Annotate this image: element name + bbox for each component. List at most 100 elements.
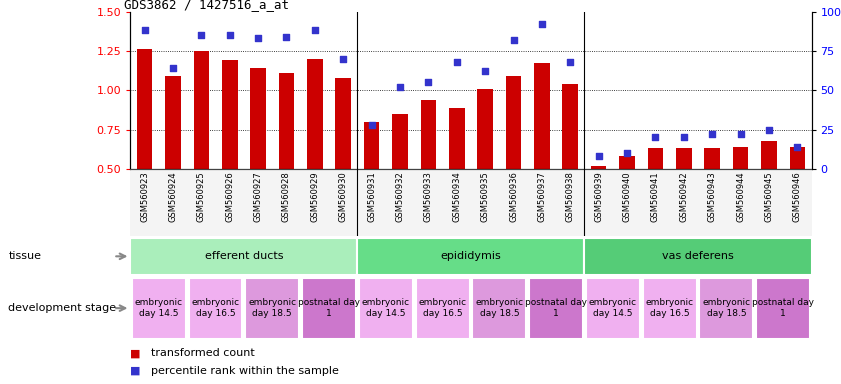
Text: GSM560926: GSM560926 [225,171,234,222]
Bar [591,166,606,169]
Point [648,134,662,141]
Bar [329,169,357,236]
Text: embryonic
day 16.5: embryonic day 16.5 [646,298,694,318]
Text: GSM560945: GSM560945 [764,171,774,222]
Point [194,32,208,38]
Text: GSM560944: GSM560944 [736,171,745,222]
Text: GSM560943: GSM560943 [708,171,717,222]
Text: GSM560925: GSM560925 [197,171,206,222]
Text: embryonic
day 14.5: embryonic day 14.5 [135,298,182,318]
Point [280,34,294,40]
Text: ■: ■ [130,348,140,358]
Point [734,131,748,137]
Point [336,56,350,62]
Bar [244,169,272,236]
Bar [534,63,550,169]
Text: GSM560930: GSM560930 [339,171,347,222]
Bar [187,169,215,236]
Bar [756,278,810,339]
Bar [676,149,691,169]
Bar [420,100,436,169]
Text: GSM560939: GSM560939 [595,171,603,222]
Text: GSM560923: GSM560923 [140,171,149,222]
Text: vas deferens: vas deferens [662,251,734,262]
Point [251,35,265,41]
Bar [251,68,266,169]
Bar [473,278,526,339]
Text: percentile rank within the sample: percentile rank within the sample [151,366,339,376]
Text: GSM560935: GSM560935 [481,171,489,222]
Bar [159,169,187,236]
Text: GSM560936: GSM560936 [509,171,518,222]
Point [421,79,435,86]
Text: GSM560934: GSM560934 [452,171,461,222]
Bar [449,108,464,169]
Text: transformed count: transformed count [151,348,255,358]
Text: embryonic
day 18.5: embryonic day 18.5 [702,298,750,318]
Bar [442,169,471,236]
Bar [754,169,783,236]
Text: tissue: tissue [8,251,41,262]
Bar [505,76,521,169]
Bar [188,278,242,339]
Text: GSM560933: GSM560933 [424,171,433,222]
Point [621,150,634,156]
Bar [130,169,159,236]
Bar [165,76,181,169]
Bar [500,169,528,236]
Bar [613,169,641,236]
Bar [415,278,469,339]
Text: GSM560938: GSM560938 [566,171,574,222]
Point [450,59,463,65]
Point [394,84,407,90]
Point [479,68,492,74]
Text: GSM560941: GSM560941 [651,171,660,222]
Text: GSM560927: GSM560927 [254,171,262,222]
Text: embryonic
day 18.5: embryonic day 18.5 [248,298,296,318]
Bar [336,78,351,169]
Bar [307,59,323,169]
Bar [392,114,408,169]
Bar [193,51,209,169]
Point [223,32,236,38]
Bar [528,169,556,236]
Text: GSM560928: GSM560928 [282,171,291,222]
Text: ■: ■ [130,366,140,376]
Point [535,21,548,27]
Text: efferent ducts: efferent ducts [204,251,283,262]
Text: embryonic
day 18.5: embryonic day 18.5 [475,298,523,318]
Text: GSM560929: GSM560929 [310,171,320,222]
Point [138,27,151,33]
Bar [586,278,640,339]
Bar [137,49,152,169]
Point [762,126,775,132]
Text: GDS3862 / 1427516_a_at: GDS3862 / 1427516_a_at [124,0,288,12]
Point [563,59,577,65]
Bar [556,169,584,236]
Point [308,27,321,33]
Bar [783,169,812,236]
Bar [700,278,754,339]
Bar [733,147,748,169]
Bar [130,238,357,275]
Text: embryonic
day 16.5: embryonic day 16.5 [192,298,240,318]
Bar [357,238,584,275]
Bar [364,122,379,169]
Bar [132,278,186,339]
Point [507,37,521,43]
Bar [563,84,578,169]
Point [365,122,378,128]
Bar [648,149,664,169]
Bar [386,169,414,236]
Text: development stage: development stage [8,303,117,313]
Text: embryonic
day 14.5: embryonic day 14.5 [362,298,410,318]
Bar [471,169,500,236]
Bar [669,169,698,236]
Text: GSM560940: GSM560940 [622,171,632,222]
Point [791,144,804,150]
Text: postnatal day
1: postnatal day 1 [525,298,587,318]
Bar [357,169,386,236]
Bar [246,278,299,339]
Text: embryonic
day 16.5: embryonic day 16.5 [419,298,467,318]
Text: GSM560932: GSM560932 [395,171,405,222]
